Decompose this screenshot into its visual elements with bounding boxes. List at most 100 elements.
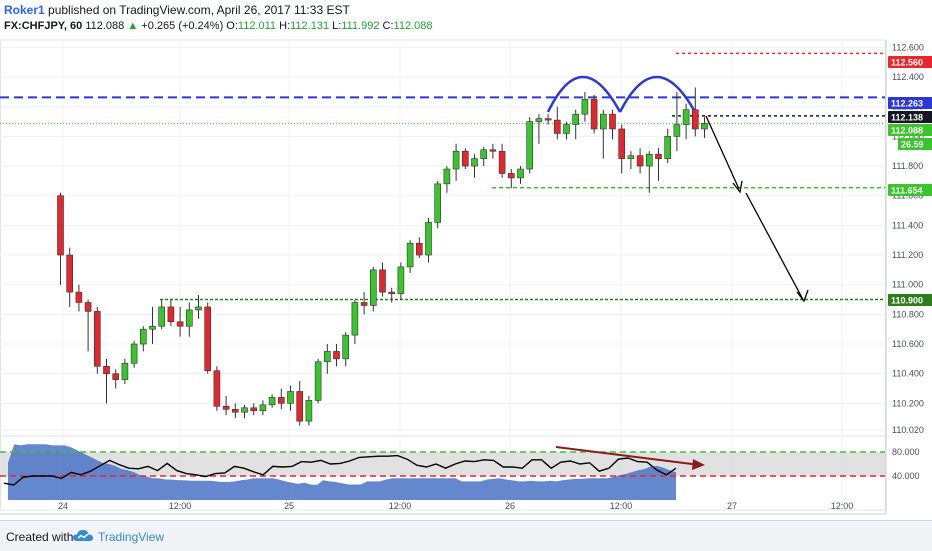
candle-body bbox=[452, 150, 460, 170]
price-chart[interactable]: 112.600112.400112.200112.000111.800111.6… bbox=[0, 0, 932, 520]
candle-body bbox=[599, 113, 607, 130]
high-label: H: bbox=[279, 20, 291, 32]
candle-body bbox=[609, 113, 616, 130]
candle-body bbox=[323, 351, 331, 363]
tradingview-brand[interactable]: TradingView bbox=[98, 530, 165, 544]
candle-body bbox=[388, 291, 396, 294]
time-tick-label: 12:00 bbox=[169, 501, 192, 511]
price-tag bbox=[888, 184, 932, 196]
candle-body bbox=[149, 325, 156, 330]
rsi-indicator bbox=[0, 446, 885, 486]
candle-body bbox=[526, 121, 534, 170]
published-text: published on TradingView.com, April 26, … bbox=[48, 3, 350, 17]
rsi-line bbox=[3, 454, 677, 486]
candle-body bbox=[121, 362, 129, 380]
projection-arrowhead-2 bbox=[796, 289, 809, 303]
candle-body bbox=[140, 328, 147, 345]
price-tick-label: 111.800 bbox=[892, 161, 923, 171]
price-panel bbox=[0, 39, 886, 438]
open-value: 112.011 bbox=[237, 20, 277, 32]
candle-body bbox=[544, 118, 552, 121]
candle-body bbox=[618, 128, 626, 159]
author-link[interactable]: Roker1 bbox=[4, 3, 45, 17]
last-price: 112.088 bbox=[85, 20, 125, 32]
candle-body bbox=[507, 173, 515, 179]
chart-annotations bbox=[0, 52, 885, 303]
price-tags: 112.560 112.263 112.138 112.088 26.59 111.654… bbox=[888, 56, 932, 306]
tradingview-cloud-icon bbox=[73, 530, 93, 541]
candle-body bbox=[553, 119, 561, 134]
price-tick-label: 112.600 bbox=[892, 42, 924, 52]
price-tag-label: 112.088 bbox=[891, 126, 923, 136]
price-tick-label: 111.200 bbox=[892, 250, 923, 260]
candle-body bbox=[480, 149, 488, 159]
symbol-label[interactable]: FX:CHFJPY, 60 bbox=[4, 20, 83, 32]
candle-body bbox=[691, 109, 699, 130]
candle-body bbox=[369, 269, 377, 306]
projection-arrowhead-1 bbox=[732, 180, 743, 194]
candle-body bbox=[360, 302, 368, 306]
candle-body bbox=[130, 343, 138, 364]
price-tag-label: 112.138 bbox=[891, 113, 923, 123]
rsi-volume-area bbox=[1, 444, 885, 500]
time-tick-label: 24 bbox=[58, 501, 68, 511]
candle-body bbox=[186, 309, 193, 327]
candle-body bbox=[333, 351, 340, 360]
candle-body bbox=[406, 242, 414, 268]
candle-body bbox=[434, 183, 442, 223]
candle-body bbox=[296, 391, 304, 422]
candle-body bbox=[84, 302, 92, 312]
candle-body bbox=[277, 397, 285, 404]
change-value: +0.265 (+0.24%) bbox=[141, 20, 224, 32]
price-tag-label: 112.560 bbox=[891, 58, 923, 68]
price-tag-label: 110.900 bbox=[891, 296, 923, 306]
price-tick-label: 111.400 bbox=[892, 220, 923, 230]
price-tag-label: 112.263 bbox=[891, 99, 923, 109]
price-tick-label: 110.600 bbox=[892, 339, 924, 349]
candle-body bbox=[342, 334, 350, 360]
candle-body bbox=[682, 109, 690, 125]
price-tag-label: 26.59 bbox=[901, 140, 924, 150]
candle-body bbox=[415, 242, 423, 256]
rsi-band bbox=[1, 452, 885, 476]
candle-body bbox=[590, 99, 598, 130]
candle-body bbox=[636, 155, 644, 167]
price-tick-label: 111.000 bbox=[892, 280, 923, 290]
candle-body bbox=[572, 113, 580, 125]
change-arrow-icon: ▲ bbox=[127, 20, 139, 32]
divergence-arrow bbox=[555, 446, 701, 466]
time-tick-label: 25 bbox=[284, 501, 294, 511]
price-tick-label: 110.800 bbox=[892, 309, 924, 319]
candle-body bbox=[176, 321, 184, 327]
chart-header: Roker1 published on TradingView.com, Apr… bbox=[0, 0, 932, 36]
price-tag bbox=[888, 111, 932, 123]
price-tick-label: 112.000 bbox=[892, 131, 924, 141]
candle-body bbox=[305, 400, 313, 422]
candle-body bbox=[645, 153, 653, 167]
candle-body bbox=[103, 365, 110, 374]
candle-body bbox=[461, 150, 469, 167]
candles bbox=[57, 87, 708, 426]
candle-body bbox=[57, 195, 64, 256]
high-value: 112.131 bbox=[290, 20, 330, 32]
time-tick-label: 12:00 bbox=[831, 501, 854, 511]
candle-body bbox=[232, 408, 239, 413]
candle-body bbox=[66, 254, 73, 293]
time-tick-label: 12:00 bbox=[610, 501, 633, 511]
low-label: L: bbox=[332, 20, 342, 32]
candle-body bbox=[268, 397, 276, 406]
candle-body bbox=[517, 168, 524, 179]
candle-body bbox=[471, 158, 478, 167]
candle-body bbox=[581, 99, 589, 115]
time-axis[interactable]: 24 12:00 25 12:00 26 12:00 27 12:00 bbox=[0, 501, 886, 515]
candle-body bbox=[563, 124, 570, 134]
price-tag bbox=[888, 124, 932, 136]
footer-bar: Created with TradingView bbox=[0, 520, 932, 551]
candle-body bbox=[489, 149, 497, 152]
candle-body bbox=[222, 406, 230, 410]
candle-body bbox=[627, 155, 635, 159]
price-tick-label: 110.020 bbox=[892, 425, 924, 435]
ohlc-legend: FX:CHFJPY, 60 112.088 ▲ +0.265 (+0.24%) … bbox=[4, 20, 432, 32]
close-label: C: bbox=[382, 20, 394, 32]
candle-body bbox=[213, 370, 221, 407]
